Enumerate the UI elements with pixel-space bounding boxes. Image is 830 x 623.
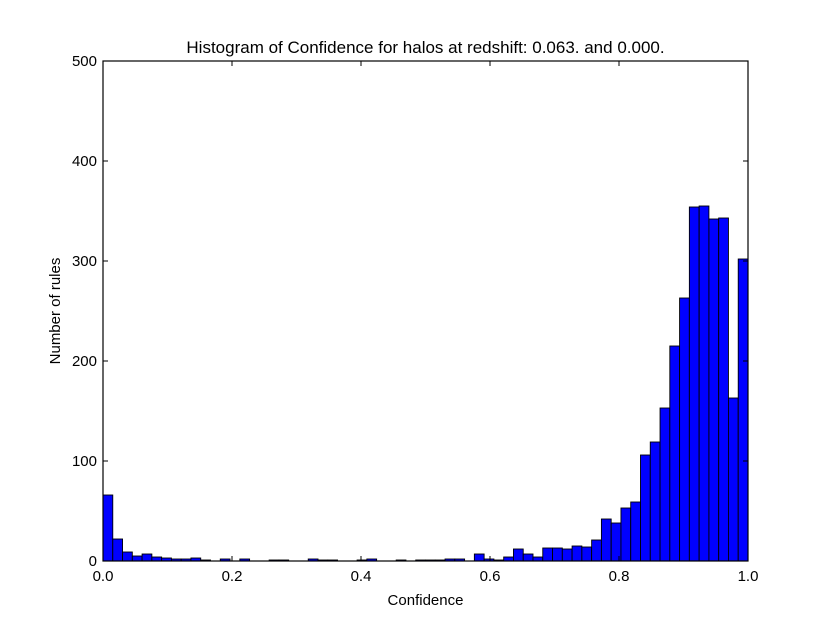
ticks-layer: 0.0 0.2 0.4 0.6 0.8 1.0 0 100 200 300 400 500 (72, 53, 758, 585)
histogram-bar (718, 217, 729, 562)
histogram-bar (473, 553, 485, 562)
x-tick-label: 0.6 (480, 568, 501, 585)
histogram-bar (131, 555, 143, 562)
histogram-bar (728, 397, 739, 562)
histogram-bar (698, 205, 710, 562)
histogram-bar (620, 507, 632, 562)
histogram-bar (542, 547, 553, 562)
histogram-bar (708, 218, 720, 562)
histogram-bar (141, 553, 153, 562)
axes-frame (102, 60, 749, 562)
chart-title: Histogram of Confidence for halos at red… (186, 38, 664, 57)
y-tick-label: 500 (72, 53, 97, 70)
histogram-bar (591, 539, 602, 562)
histogram-bar (688, 206, 700, 562)
histogram-bar (649, 441, 661, 562)
y-tick-label: 100 (72, 453, 97, 470)
histogram-bar (659, 407, 671, 562)
histogram-bar (122, 551, 133, 562)
histogram-bar (600, 518, 612, 562)
y-tick-label: 300 (72, 253, 97, 270)
histogram-bar (630, 501, 641, 562)
histogram-bar (640, 454, 651, 562)
histogram-bar (581, 546, 593, 562)
histogram-bar (522, 553, 534, 562)
bars-layer (102, 205, 749, 562)
histogram-bar (610, 522, 622, 562)
histogram-bar (102, 494, 114, 562)
histogram-bar (513, 548, 524, 562)
histogram-bar (737, 258, 749, 562)
x-tick-label: 0.0 (93, 568, 114, 585)
y-tick-label: 200 (72, 353, 97, 370)
x-tick-label: 1.0 (738, 568, 759, 585)
y-axis-title: Number of rules (47, 258, 64, 365)
y-tick-label: 400 (72, 153, 97, 170)
histogram-bar (669, 345, 681, 562)
x-axis-title: Confidence (388, 592, 464, 609)
x-tick-label: 0.2 (222, 568, 243, 585)
x-tick-label: 0.4 (351, 568, 372, 585)
y-tick-label: 0 (89, 553, 97, 570)
histogram-bar (679, 297, 690, 562)
histogram-bar (112, 538, 123, 562)
histogram-bar (552, 547, 563, 562)
histogram-bar (571, 545, 583, 562)
histogram-bar (561, 548, 573, 562)
x-tick-label: 0.8 (609, 568, 630, 585)
